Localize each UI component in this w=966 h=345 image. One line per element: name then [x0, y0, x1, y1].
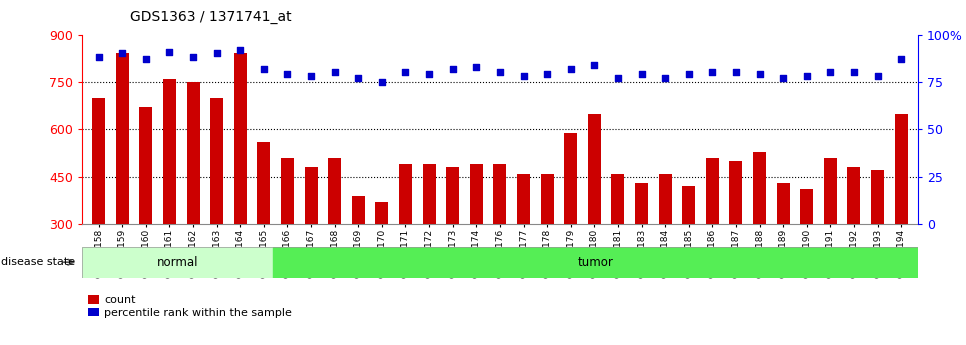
Text: tumor: tumor [578, 256, 613, 269]
Bar [541, 174, 554, 224]
Point [115, 51, 130, 56]
Text: disease state: disease state [1, 257, 75, 267]
Bar [469, 164, 483, 224]
Point [586, 62, 602, 68]
Point [91, 55, 106, 60]
Point [161, 49, 177, 55]
Bar [376, 202, 388, 224]
Bar [611, 174, 624, 224]
Bar [706, 158, 719, 224]
Point [374, 79, 389, 85]
Bar [494, 164, 506, 224]
Point [492, 70, 508, 75]
Bar [92, 98, 105, 224]
Point [634, 72, 649, 77]
Point [539, 72, 554, 77]
Point [894, 57, 909, 62]
Point [799, 73, 814, 79]
Point [823, 70, 838, 75]
Bar [847, 167, 861, 224]
Point [280, 72, 296, 77]
Bar [139, 107, 153, 224]
Point [445, 66, 461, 71]
Point [704, 70, 720, 75]
Bar [163, 79, 176, 224]
Bar [328, 158, 341, 224]
Bar [211, 98, 223, 224]
Point [138, 57, 154, 62]
Bar [895, 114, 908, 224]
Bar [871, 170, 884, 224]
Bar [682, 186, 696, 224]
Bar [564, 132, 578, 224]
Bar [422, 164, 436, 224]
Text: GDS1363 / 1371741_at: GDS1363 / 1371741_at [130, 10, 292, 24]
Point [327, 70, 342, 75]
Bar [257, 142, 270, 224]
Point [846, 70, 862, 75]
Point [233, 47, 248, 52]
Point [303, 73, 319, 79]
Point [563, 66, 579, 71]
Point [185, 55, 201, 60]
Bar [82, 247, 273, 278]
Point [209, 51, 224, 56]
Bar [446, 167, 459, 224]
Bar [800, 189, 813, 224]
Bar [281, 158, 294, 224]
Bar [116, 53, 128, 224]
Bar [352, 196, 365, 224]
Bar [588, 114, 601, 224]
Bar [273, 247, 918, 278]
Point [728, 70, 744, 75]
Bar [234, 53, 246, 224]
Point [256, 66, 271, 71]
Bar [304, 167, 318, 224]
Bar [824, 158, 837, 224]
Point [752, 72, 767, 77]
Point [398, 70, 413, 75]
Point [351, 76, 366, 81]
Bar [659, 174, 671, 224]
Point [776, 76, 791, 81]
Point [516, 73, 531, 79]
Bar [517, 174, 530, 224]
Point [658, 76, 673, 81]
Bar [777, 183, 789, 224]
Text: normal: normal [156, 256, 198, 269]
Point [681, 72, 696, 77]
Bar [753, 151, 766, 224]
Point [421, 72, 437, 77]
Legend: count, percentile rank within the sample: count, percentile rank within the sample [88, 295, 292, 318]
Bar [729, 161, 743, 224]
Point [869, 73, 885, 79]
Bar [399, 164, 412, 224]
Point [469, 64, 484, 70]
Point [611, 76, 626, 81]
Bar [635, 183, 648, 224]
Bar [186, 82, 200, 224]
